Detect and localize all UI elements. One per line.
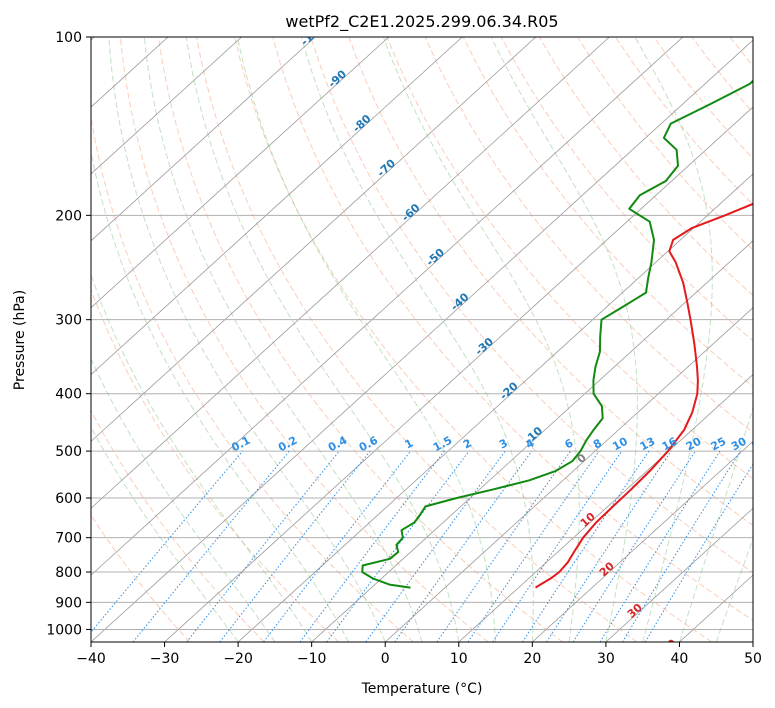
x-tick-label: 50 bbox=[744, 651, 762, 667]
moist-adiabat bbox=[91, 149, 349, 642]
moist-adiabat bbox=[91, 426, 239, 642]
mixing-ratio-label: 10 bbox=[610, 435, 630, 454]
dry-adiabat bbox=[91, 409, 265, 642]
dry-adiabat bbox=[538, 37, 753, 297]
dry-adiabat bbox=[272, 37, 753, 621]
isotherms bbox=[91, 37, 753, 642]
dry-adiabat bbox=[310, 37, 753, 574]
y-tick-label: 600 bbox=[55, 491, 82, 507]
x-tick-label: 10 bbox=[450, 651, 468, 667]
x-tick-label: 0 bbox=[381, 651, 390, 667]
mixing-ratio-line bbox=[622, 450, 741, 642]
dry-adiabat bbox=[91, 514, 191, 642]
mixing-ratio-line bbox=[644, 463, 753, 642]
isotherm-line bbox=[91, 37, 537, 442]
y-tick-label: 300 bbox=[55, 313, 82, 329]
isotherm-label: -100 bbox=[298, 20, 327, 48]
isotherm-line bbox=[91, 39, 753, 642]
chart-title: wetPf2_C2E1.2025.299.06.34.R05 bbox=[285, 12, 558, 32]
isotherm-line bbox=[605, 507, 753, 642]
isotherm-line bbox=[91, 37, 463, 376]
x-tick-label: −40 bbox=[76, 651, 106, 667]
dry-adiabat bbox=[91, 288, 340, 642]
series-line-1 bbox=[361, 79, 753, 589]
moist-adiabat bbox=[143, 37, 423, 642]
x-tick-label: −30 bbox=[150, 651, 180, 667]
series-line-0 bbox=[534, 202, 753, 589]
isotherm-line bbox=[384, 307, 753, 642]
mixing-ratio-label: 36 bbox=[750, 435, 770, 454]
mixing-ratio-line bbox=[572, 450, 696, 642]
mixing-ratio-line bbox=[326, 450, 470, 642]
y-tick-label: 500 bbox=[55, 444, 82, 460]
mixing-ratio-label: 30 bbox=[729, 435, 749, 454]
dry-adiabat bbox=[234, 37, 713, 642]
mixing-ratio-line bbox=[467, 450, 600, 642]
dry-adiabat bbox=[424, 37, 753, 434]
isotherm-line bbox=[311, 240, 753, 642]
x-axis: −40 −30 −20 −10 0 10 20 30 40 50 bbox=[76, 642, 762, 667]
dry-adiabat bbox=[119, 37, 489, 642]
moist-adiabat bbox=[382, 37, 580, 642]
x-tick-label: 20 bbox=[523, 651, 541, 667]
mixing-ratio-label: 20 bbox=[684, 435, 704, 454]
moist-adiabat bbox=[185, 37, 460, 642]
dry-adiabat bbox=[500, 37, 753, 342]
x-tick-label: −10 bbox=[297, 651, 327, 667]
y-tick-label: 800 bbox=[55, 565, 82, 581]
moist-adiabat bbox=[108, 37, 386, 642]
dry-adiabat bbox=[196, 37, 638, 642]
y-tick-label: 400 bbox=[55, 387, 82, 403]
y-tick-label: 100 bbox=[55, 30, 82, 46]
isotherm-line bbox=[91, 37, 316, 242]
isotherm-line bbox=[91, 37, 610, 509]
mixing-ratio-line bbox=[219, 450, 371, 642]
isotherm-line bbox=[458, 373, 753, 642]
x-tick-label: 30 bbox=[597, 651, 615, 667]
moist-adiabat bbox=[678, 406, 753, 642]
y-tick-label: 700 bbox=[55, 531, 82, 547]
y-tick-label: 900 bbox=[55, 595, 82, 611]
moist-adiabat bbox=[300, 37, 534, 642]
mixing-ratio-label: 13 bbox=[638, 435, 658, 454]
x-tick-label: −20 bbox=[223, 651, 253, 667]
mixing-ratio-line bbox=[263, 450, 411, 642]
isotherm-line bbox=[91, 37, 242, 175]
mixing-ratio-label: 25 bbox=[709, 435, 729, 454]
mixing-ratio-line bbox=[299, 450, 445, 642]
isotherm-line bbox=[532, 440, 753, 642]
moist-adiabat bbox=[236, 37, 497, 642]
mixing-ratio-line bbox=[546, 450, 672, 642]
isotherm-line bbox=[91, 37, 684, 576]
y-tick-label: 1000 bbox=[46, 622, 82, 638]
dry-adiabat bbox=[157, 37, 563, 642]
isotherm-label: 40 bbox=[659, 636, 679, 656]
mixing-ratio-line bbox=[91, 450, 243, 633]
x-axis-title: Temperature (°C) bbox=[361, 681, 483, 697]
isotherm-line bbox=[164, 106, 753, 642]
plot-frame bbox=[90, 36, 754, 643]
y-axis-title: Pressure (hPa) bbox=[12, 290, 28, 390]
mixing-ratio-line bbox=[436, 450, 572, 642]
series-lines bbox=[361, 79, 753, 589]
mixing-ratio-line bbox=[492, 450, 623, 642]
isotherm-line bbox=[91, 37, 389, 309]
isobars bbox=[91, 37, 753, 630]
x-tick-label: 40 bbox=[671, 651, 689, 667]
mixing-ratio-line bbox=[599, 450, 721, 642]
moist-adiabat bbox=[91, 357, 276, 642]
mixing-ratio-line bbox=[522, 450, 650, 642]
dry-adiabat bbox=[386, 37, 753, 480]
mixing-ratio-line bbox=[394, 450, 533, 642]
mixing-ratio-label: 16 bbox=[660, 435, 680, 454]
y-tick-label: 200 bbox=[55, 208, 82, 224]
isotherm-line bbox=[237, 173, 753, 642]
y-axis: 100 200 300 400 500 600 700 800 900 1000 bbox=[46, 30, 91, 638]
